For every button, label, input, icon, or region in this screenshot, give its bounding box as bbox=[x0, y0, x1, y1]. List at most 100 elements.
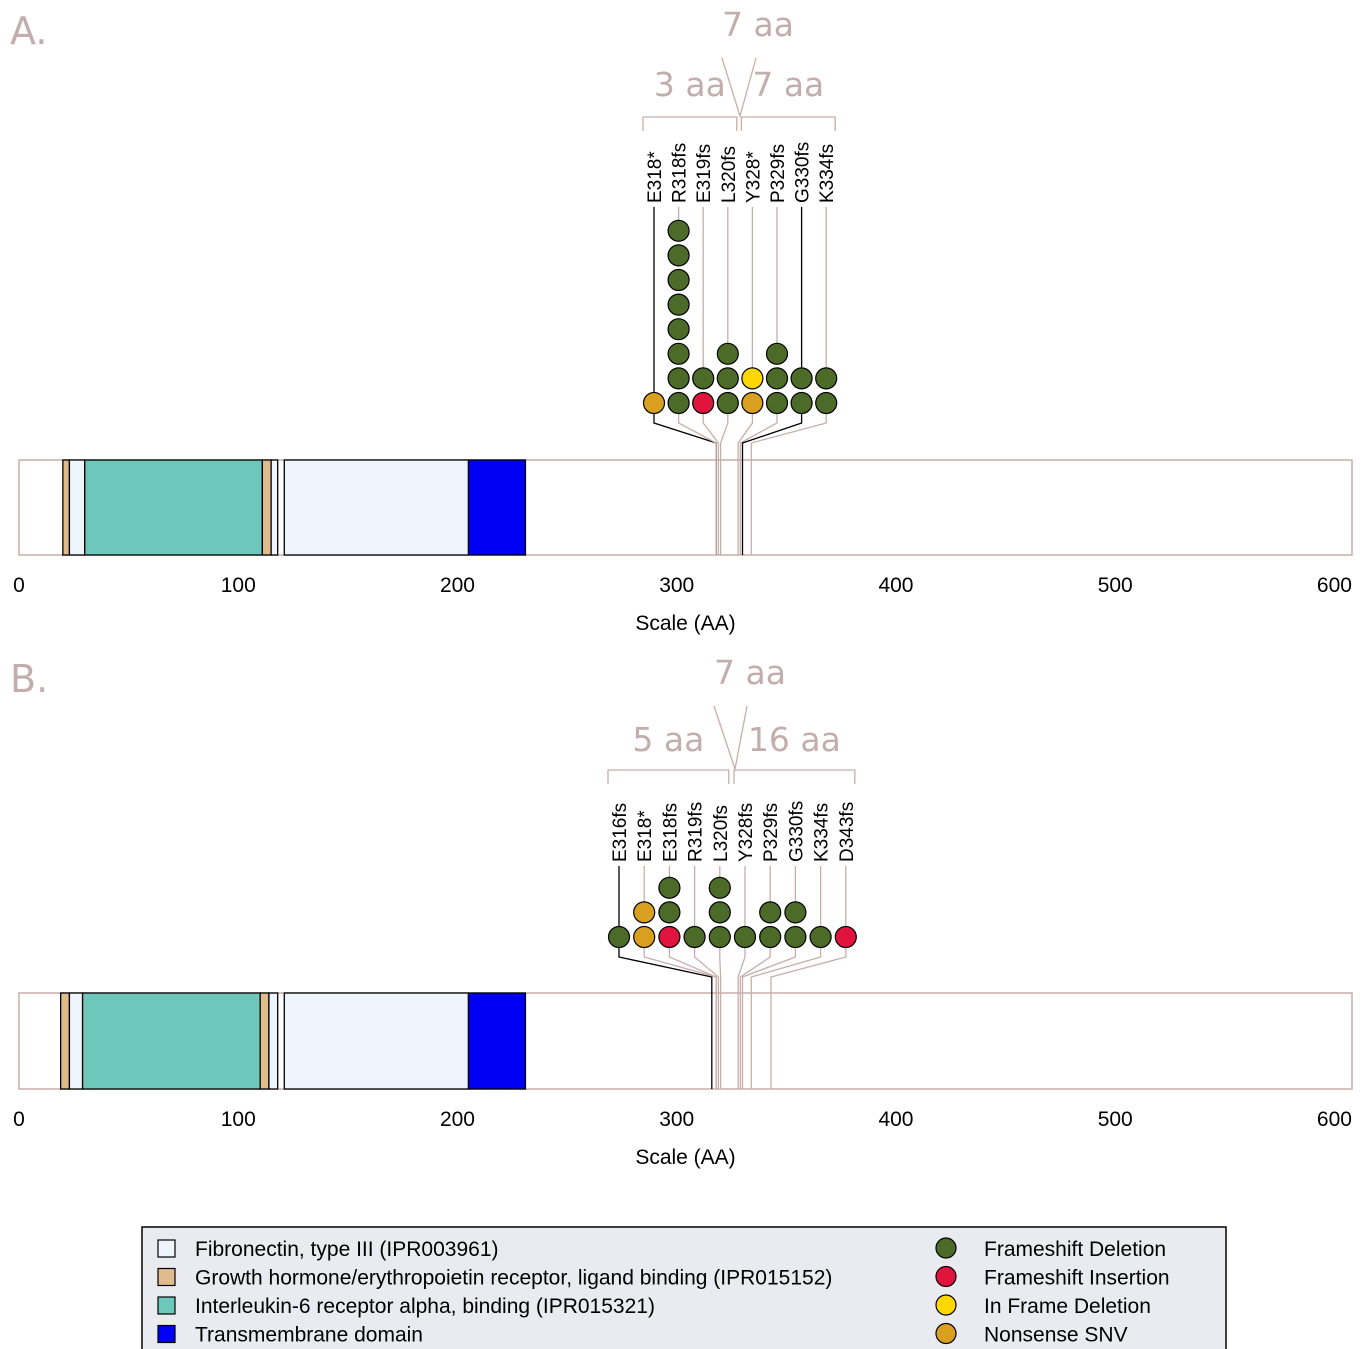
legend-dot-frameshift-insertion bbox=[935, 1265, 957, 1288]
tick-label: 500 bbox=[1098, 574, 1133, 597]
domain-fibronectin bbox=[283, 459, 470, 556]
tick-label: 100 bbox=[221, 574, 256, 597]
mutation-dot-frameshift-deletion bbox=[667, 367, 690, 390]
legend-label: Transmembrane domain bbox=[195, 1324, 423, 1347]
mutation-label: D343fs bbox=[837, 802, 858, 862]
domain-fibronectin bbox=[270, 459, 279, 556]
tick-label: 300 bbox=[659, 574, 694, 597]
mutation-dot-nonsense-snv bbox=[642, 391, 666, 415]
domain-growth-hormone bbox=[261, 459, 272, 556]
mutation-label: R319fs bbox=[686, 802, 707, 862]
mutation-dot-frameshift-insertion bbox=[658, 925, 681, 949]
tick-label: 200 bbox=[440, 1108, 475, 1131]
legend-label: Fibronectin, type III (IPR003961) bbox=[195, 1238, 499, 1261]
mutation-dot-frameshift-deletion bbox=[607, 925, 631, 949]
mutation-label: E319fs bbox=[694, 144, 715, 203]
mutation-label: L320fs bbox=[711, 805, 732, 862]
legend-swatch-il6r bbox=[157, 1296, 176, 1315]
domain-transmembrane bbox=[467, 459, 527, 556]
tick-label: 0 bbox=[13, 574, 25, 597]
legend-label: Growth hormone/erythropoietin receptor, … bbox=[195, 1267, 832, 1290]
tick-label: 600 bbox=[1317, 574, 1352, 597]
domain-il6r bbox=[81, 992, 261, 1090]
legend-dot-nonsense-snv bbox=[935, 1322, 957, 1345]
panel-label: A. bbox=[10, 9, 47, 53]
mutation-dot-frameshift-deletion bbox=[784, 901, 807, 924]
tick-label: 600 bbox=[1317, 1108, 1352, 1131]
panel-a: A. 0 100 200 300 400 500 600 Scale (AA) E318* R318… bbox=[10, 5, 1353, 635]
mutation-label: P329fs bbox=[768, 144, 789, 203]
mutation-dot-frameshift-deletion bbox=[790, 367, 813, 390]
mutation-dot-frameshift-deletion bbox=[716, 391, 739, 415]
domain-growth-hormone bbox=[62, 459, 71, 556]
mutation-dot-frameshift-deletion bbox=[692, 367, 715, 390]
mutation-dot-frameshift-deletion bbox=[716, 367, 739, 390]
mutation-label: G330fs bbox=[786, 801, 807, 862]
mutation-dot-frameshift-deletion bbox=[815, 367, 838, 390]
gap-label: 7 aa bbox=[714, 653, 786, 692]
mutation-label: E318* bbox=[635, 810, 656, 862]
tick-label: 300 bbox=[659, 1108, 694, 1131]
mutation-label: E316fs bbox=[610, 803, 631, 862]
mutation-dot-frameshift-deletion bbox=[667, 318, 690, 341]
mutation-label: G330fs bbox=[793, 142, 814, 203]
legend-dot-in-frame-deletion bbox=[935, 1294, 957, 1316]
mutation-dot-frameshift-deletion bbox=[716, 342, 739, 365]
mutation-dot-frameshift-deletion bbox=[667, 391, 690, 415]
mutation-label: K334fs bbox=[817, 144, 838, 203]
span-bracket bbox=[740, 116, 836, 131]
mutation-dot-frameshift-deletion bbox=[667, 244, 690, 267]
mutation-dot-frameshift-deletion bbox=[708, 925, 731, 949]
panel-label: B. bbox=[10, 657, 48, 701]
mutation-dot-nonsense-snv bbox=[741, 391, 764, 415]
legend-label: Frameshift Insertion bbox=[984, 1267, 1170, 1290]
mutation-dot-frameshift-deletion bbox=[765, 367, 789, 390]
tick-label: 200 bbox=[440, 574, 475, 597]
mutation-dot-frameshift-deletion bbox=[667, 219, 690, 242]
span-label: 3 aa bbox=[654, 65, 726, 104]
mutation-dot-frameshift-deletion bbox=[658, 876, 681, 899]
mutation-dot-frameshift-deletion bbox=[708, 876, 731, 899]
mutation-dot-in-frame-deletion bbox=[741, 367, 764, 390]
mutation-dot-frameshift-deletion bbox=[809, 925, 832, 949]
tick-label: 100 bbox=[221, 1108, 256, 1131]
mutation-dot-frameshift-deletion bbox=[667, 268, 690, 292]
mutation-label: Y328fs bbox=[736, 803, 757, 862]
mutation-dot-nonsense-snv bbox=[633, 925, 656, 949]
mutation-dot-frameshift-deletion bbox=[658, 901, 681, 924]
mutation-label: E318fs bbox=[660, 803, 681, 862]
domain-fibronectin bbox=[268, 992, 279, 1090]
gap-marker bbox=[713, 705, 748, 772]
mutation-dot-frameshift-deletion bbox=[759, 925, 782, 949]
mutation-label: Y328* bbox=[743, 151, 764, 203]
legend-swatch-fibronectin bbox=[157, 1239, 176, 1258]
legend-label: Nonsense SNV bbox=[984, 1324, 1128, 1347]
domain-fibronectin bbox=[68, 459, 86, 556]
gap-label: 7 aa bbox=[722, 5, 794, 44]
axis-title: Scale (AA) bbox=[635, 1146, 735, 1169]
tick-label: 500 bbox=[1098, 1108, 1133, 1131]
mutation-dot-frameshift-deletion bbox=[815, 391, 838, 415]
legend-label: Interleukin-6 receptor alpha, binding (I… bbox=[195, 1295, 655, 1318]
mutation-dot-frameshift-deletion bbox=[667, 293, 690, 316]
gap-marker bbox=[721, 57, 757, 119]
domain-il6r bbox=[84, 459, 264, 556]
span-bracket bbox=[642, 116, 738, 131]
legend-swatch-growth-hormone bbox=[157, 1267, 176, 1287]
span-bracket bbox=[607, 769, 730, 784]
mutation-label: R318fs bbox=[670, 143, 691, 203]
axis-title: Scale (AA) bbox=[635, 612, 735, 635]
domain-growth-hormone bbox=[259, 992, 270, 1090]
span-label: 7 aa bbox=[752, 65, 824, 104]
domain-growth-hormone bbox=[60, 992, 71, 1090]
mutation-dot-frameshift-deletion bbox=[759, 901, 782, 924]
tick-label: 400 bbox=[878, 574, 913, 597]
legend-swatch-transmembrane bbox=[157, 1324, 176, 1344]
mutation-dot-frameshift-deletion bbox=[765, 391, 789, 415]
tick-label: 0 bbox=[13, 1108, 25, 1131]
span-bracket bbox=[733, 769, 856, 784]
legend-label: Frameshift Deletion bbox=[984, 1238, 1166, 1261]
span-label: 5 aa bbox=[632, 720, 704, 759]
